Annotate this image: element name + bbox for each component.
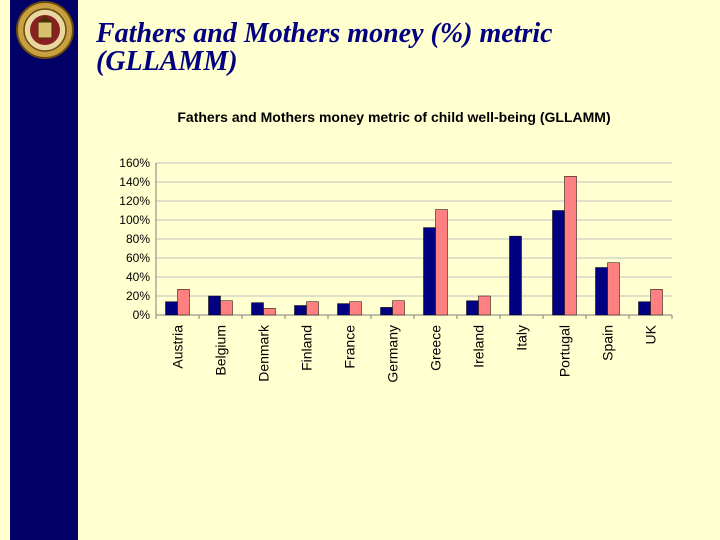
y-axis-ticks: 0% 20% 40% 60% 80% 100% 120% 140% 160% — [119, 156, 150, 322]
bar-series-2 — [435, 209, 448, 316]
y-tick-label: 100% — [119, 213, 150, 227]
y-tick-label: 160% — [119, 156, 150, 170]
y-tick-label: 80% — [126, 232, 150, 246]
bar-series-2 — [349, 301, 362, 316]
bar-series-1 — [638, 301, 651, 316]
category-label: Germany — [385, 325, 401, 383]
bar-series-1 — [423, 227, 436, 316]
bar-series-1 — [552, 210, 565, 316]
category-label: Italy — [514, 325, 530, 351]
category-label: Austria — [170, 325, 186, 369]
bar-series-2 — [177, 289, 190, 316]
bar-series-1 — [165, 301, 178, 316]
bar-series-2 — [650, 289, 663, 316]
bar-series-2 — [392, 300, 405, 316]
category-label: France — [342, 325, 358, 369]
slide-title-line-1: Fathers and Mothers money (%) metric — [96, 18, 553, 49]
category-label: Denmark — [256, 324, 272, 382]
bars — [165, 176, 663, 316]
university-seal-icon — [16, 1, 74, 59]
category-label: Ireland — [471, 325, 487, 368]
category-label: Finland — [299, 325, 315, 371]
bar-series-2 — [263, 308, 276, 316]
category-label: Portugal — [557, 325, 573, 377]
chart-title: Fathers and Mothers money metric of chil… — [177, 109, 610, 125]
bar-series-2 — [607, 262, 620, 316]
sidebar-bar — [10, 0, 78, 540]
bar-series-1 — [294, 305, 307, 316]
bar-series-1 — [595, 267, 608, 316]
gridlines — [155, 162, 673, 319]
y-tick-label: 20% — [126, 289, 150, 303]
y-tick-label: 0% — [133, 308, 151, 322]
bar-series-2 — [306, 301, 319, 316]
bar-series-1 — [337, 303, 350, 316]
category-label: UK — [643, 324, 659, 344]
slide-title-line-2: (GLLAMM) — [96, 46, 238, 77]
bar-series-1 — [208, 295, 221, 316]
bar-series-1 — [251, 302, 264, 316]
bar-series-2 — [564, 176, 577, 316]
bar-series-2 — [478, 295, 491, 316]
category-label: Belgium — [213, 325, 229, 376]
bar-series-2 — [220, 300, 233, 316]
slide-title: Fathers and Mothers money (%) metric (GL… — [96, 20, 696, 76]
y-tick-label: 40% — [126, 270, 150, 284]
y-tick-label: 120% — [119, 194, 150, 208]
x-axis-categories: Austria Belgium Denmark Finland France German… — [170, 324, 659, 383]
y-tick-label: 140% — [119, 175, 150, 189]
category-label: Greece — [428, 325, 444, 371]
bar-series-1 — [380, 307, 393, 316]
y-tick-label: 60% — [126, 251, 150, 265]
bar-series-1 — [466, 300, 479, 316]
category-label: Spain — [600, 325, 616, 361]
bar-series-1 — [509, 235, 522, 316]
